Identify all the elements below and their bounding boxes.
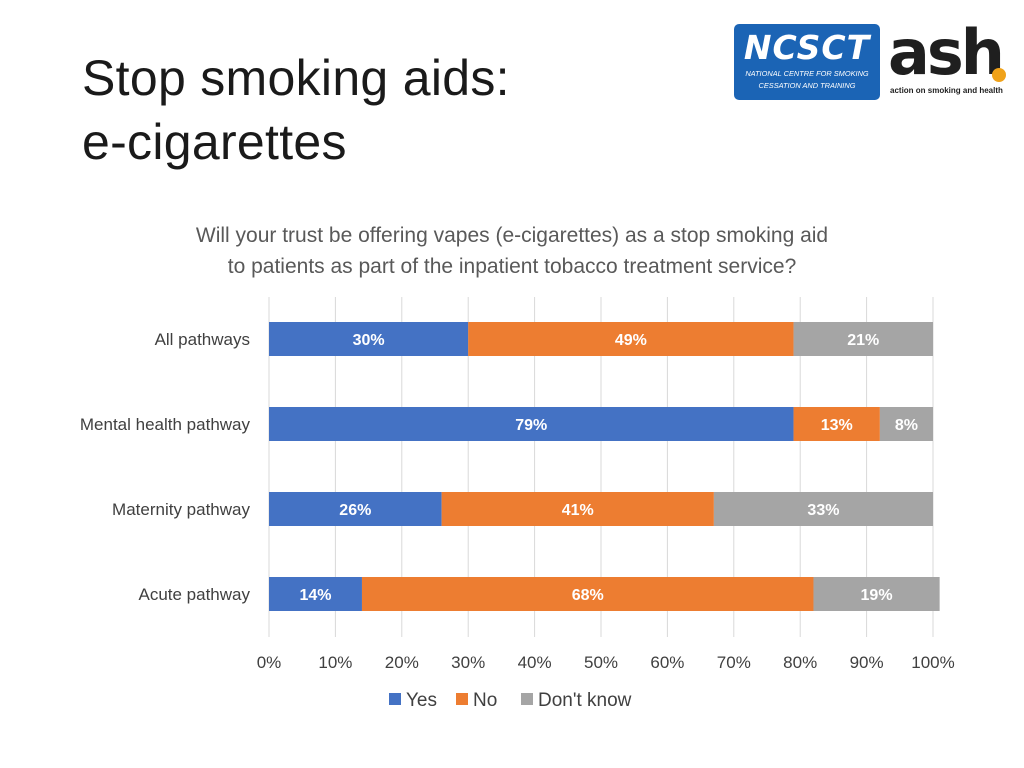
- data-label: 26%: [339, 502, 371, 519]
- data-label: 41%: [562, 502, 594, 519]
- bar-segment: [879, 407, 933, 441]
- slide-title: Stop smoking aids: e-cigarettes: [82, 46, 510, 174]
- ncsct-logo-line-2: CESSATION AND TRAINING: [758, 81, 856, 90]
- legend-swatch: [389, 693, 401, 705]
- data-label: 30%: [353, 332, 385, 349]
- x-tick-label: 90%: [850, 653, 884, 672]
- category-label: Mental health pathway: [80, 415, 251, 434]
- slide-title-line-2: e-cigarettes: [82, 114, 347, 170]
- bar-segment: [793, 407, 880, 441]
- bar-segment: [269, 577, 362, 611]
- data-label: 19%: [861, 587, 893, 604]
- ash-logo-name: ash: [888, 16, 1005, 89]
- bar-segment: [361, 577, 814, 611]
- bar-segment: [813, 577, 940, 611]
- chart-title-line-2: to patients as part of the inpatient tob…: [228, 255, 797, 278]
- data-label: 68%: [572, 587, 604, 604]
- x-tick-label: 60%: [650, 653, 684, 672]
- legend-swatch: [456, 693, 468, 705]
- legend-swatch: [521, 693, 533, 705]
- x-tick-label: 20%: [385, 653, 419, 672]
- slide-title-line-1: Stop smoking aids:: [82, 50, 510, 106]
- data-label: 49%: [615, 332, 647, 349]
- data-label: 21%: [847, 332, 879, 349]
- chart-title-line-1: Will your trust be offering vapes (e-cig…: [196, 224, 828, 247]
- x-tick-label: 10%: [318, 653, 352, 672]
- bar-segment: [468, 322, 794, 356]
- category-label: All pathways: [155, 330, 250, 349]
- data-label: 79%: [515, 417, 547, 434]
- bar-segment: [269, 322, 469, 356]
- category-label: Maternity pathway: [112, 500, 250, 519]
- bar-segment: [269, 492, 442, 526]
- x-tick-label: 100%: [911, 653, 954, 672]
- ash-logo-dot: [992, 68, 1006, 82]
- x-tick-label: 40%: [518, 653, 552, 672]
- bar-segment: [441, 492, 714, 526]
- ash-logo-tagline: action on smoking and health: [890, 86, 1003, 95]
- bar-segment: [713, 492, 933, 526]
- legend-label: Yes: [406, 690, 437, 711]
- ncsct-logo: NCSCT NATIONAL CENTRE FOR SMOKING CESSAT…: [734, 24, 880, 100]
- x-tick-label: 80%: [783, 653, 817, 672]
- bar-segment: [269, 407, 794, 441]
- ncsct-logo-line-1: NATIONAL CENTRE FOR SMOKING: [745, 69, 869, 78]
- category-label: Acute pathway: [138, 585, 250, 604]
- x-tick-label: 70%: [717, 653, 751, 672]
- bar-segment: [793, 322, 933, 356]
- legend-label: Don't know: [538, 690, 632, 711]
- x-tick-label: 30%: [451, 653, 485, 672]
- data-label: 33%: [807, 502, 839, 519]
- data-label: 8%: [895, 417, 918, 434]
- x-tick-label: 50%: [584, 653, 618, 672]
- ash-logo: ash action on smoking and health: [888, 16, 1014, 102]
- x-tick-label: 0%: [257, 653, 282, 672]
- data-label: 13%: [821, 417, 853, 434]
- legend-label: No: [473, 690, 497, 711]
- data-label: 14%: [299, 587, 331, 604]
- ncsct-logo-name: NCSCT: [743, 28, 871, 67]
